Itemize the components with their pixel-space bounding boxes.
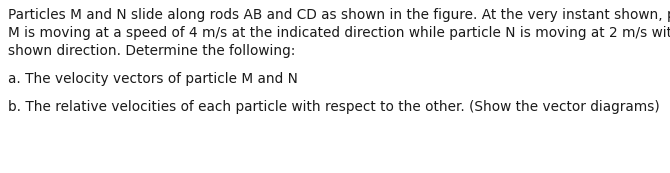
Text: b. The relative velocities of each particle with respect to the other. (Show the: b. The relative velocities of each parti… xyxy=(8,100,660,114)
Text: Particles M and N slide along rods AB and CD as shown in the figure. At the very: Particles M and N slide along rods AB an… xyxy=(8,8,670,22)
Text: shown direction. Determine the following:: shown direction. Determine the following… xyxy=(8,44,295,58)
Text: M is moving at a speed of 4 m/s at the indicated direction while particle N is m: M is moving at a speed of 4 m/s at the i… xyxy=(8,26,670,40)
Text: a. The velocity vectors of particle M and N: a. The velocity vectors of particle M an… xyxy=(8,72,298,86)
